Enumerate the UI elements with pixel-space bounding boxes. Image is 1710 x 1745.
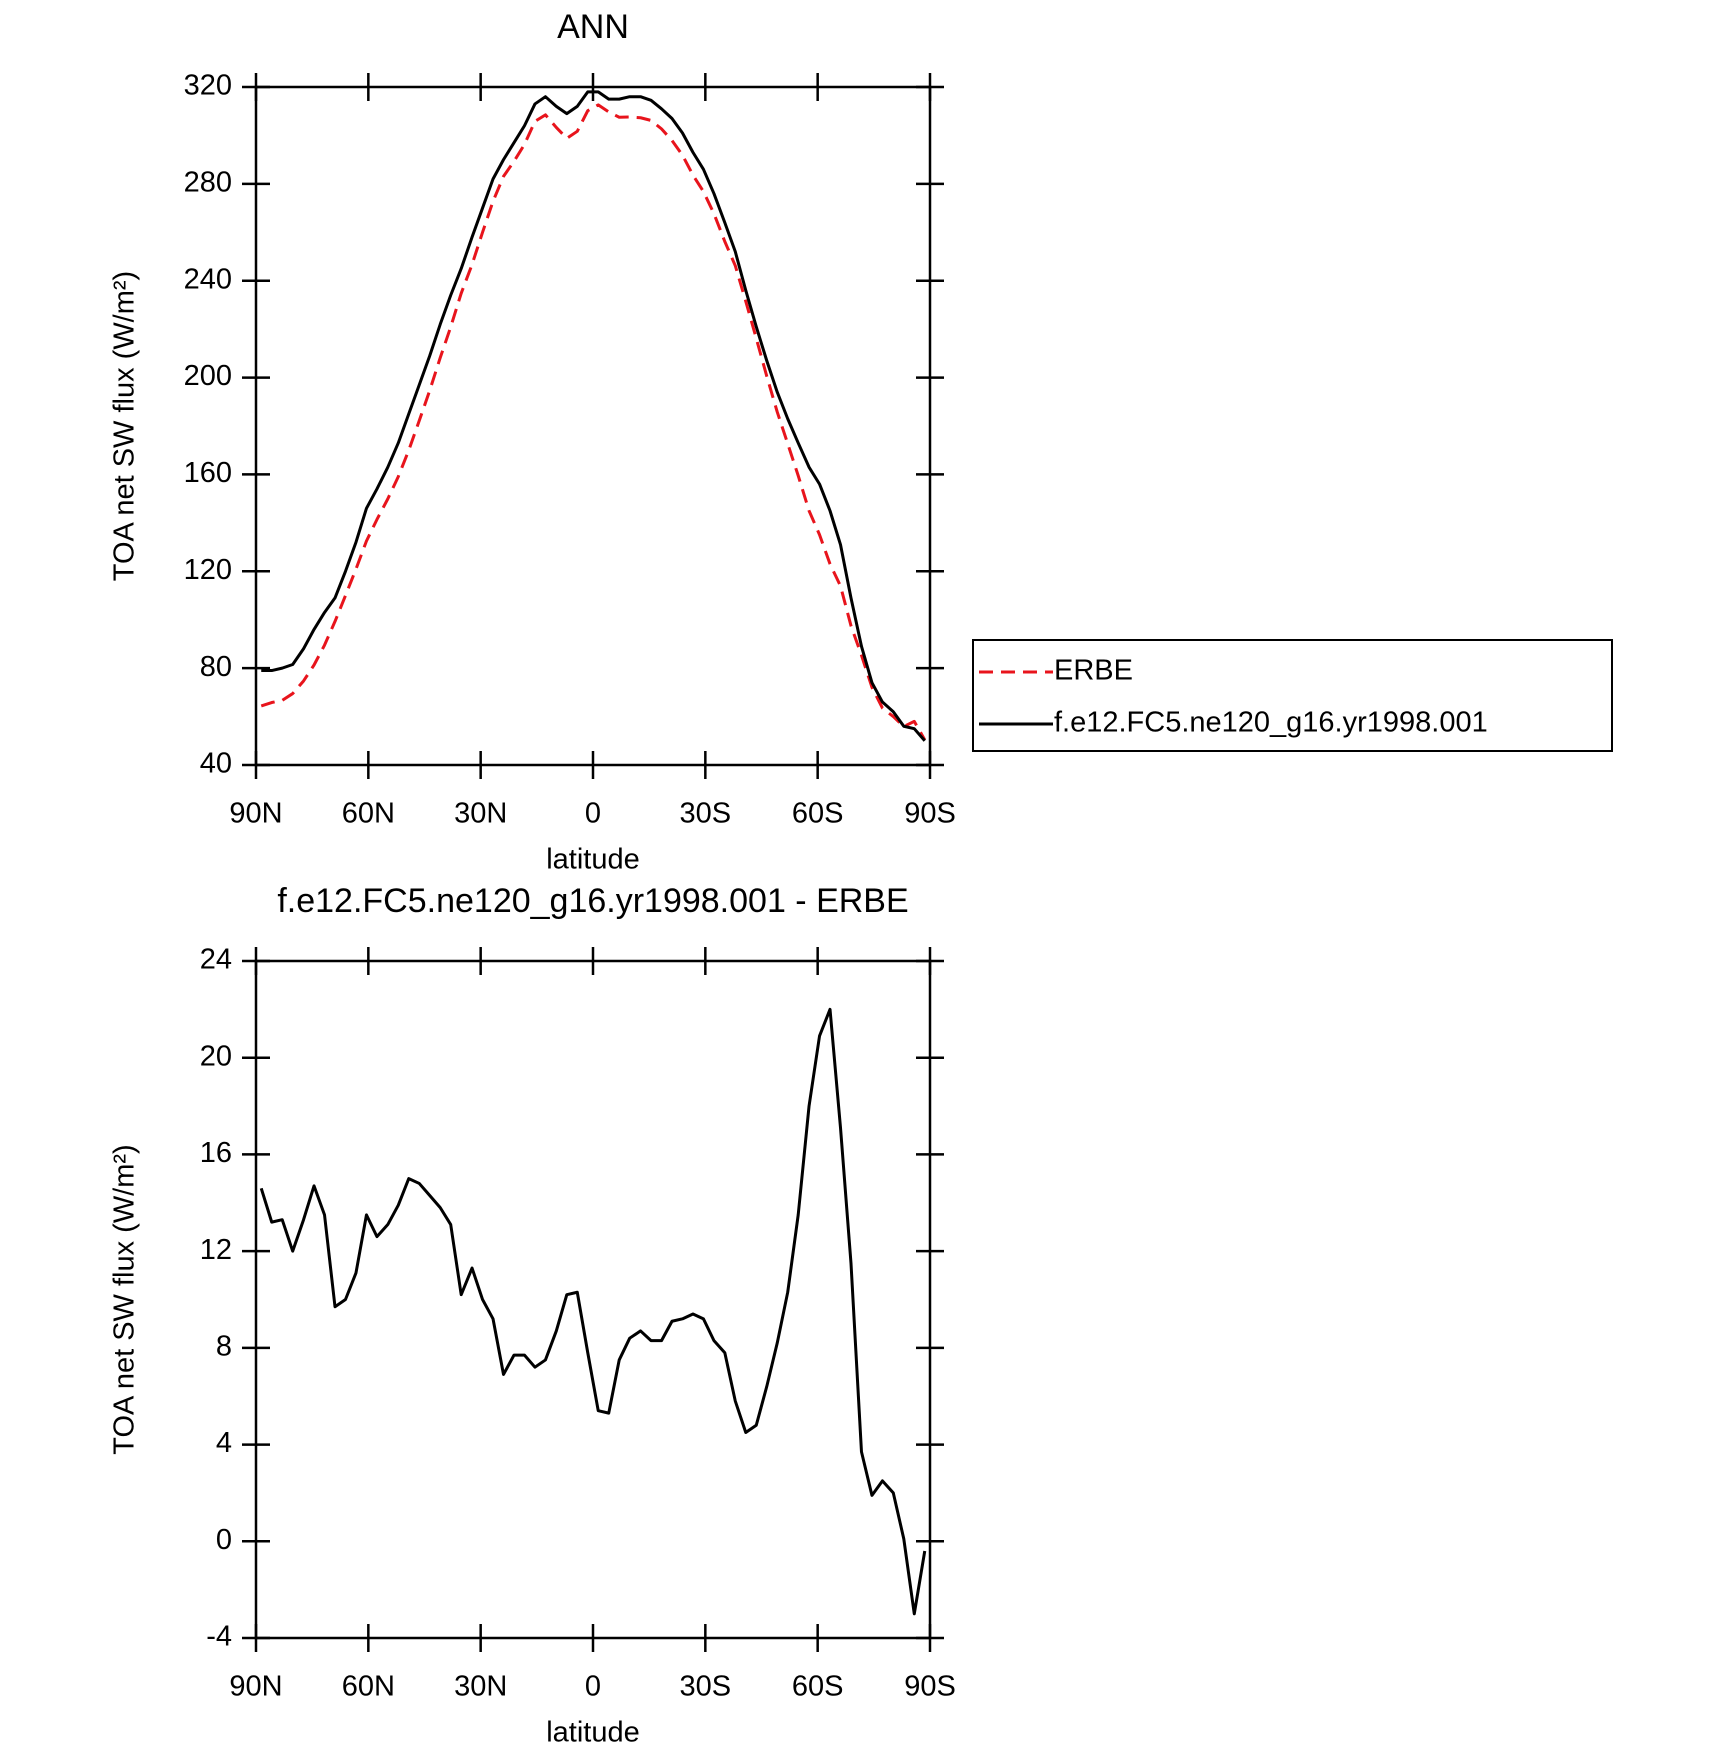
x-tick-label: 0 [585, 798, 601, 830]
x-tick-label: 90S [904, 798, 956, 830]
y-axis-label: TOA net SW flux (W/m²) [109, 271, 141, 581]
data-line [261, 90, 926, 742]
x-axis-label: latitude [546, 844, 640, 876]
chart-title: f.e12.FC5.ne120_g16.yr1998.001 - ERBE [277, 882, 908, 920]
y-axis-label: TOA net SW flux (W/m²) [109, 1144, 141, 1454]
y-tick-label: 320 [184, 70, 232, 102]
x-tick-label: 30N [454, 798, 507, 830]
y-tick-label: 280 [184, 167, 232, 199]
y-tick-label: 12 [200, 1234, 232, 1266]
x-tick-label: 60S [792, 798, 844, 830]
plot-frame [254, 959, 932, 1640]
x-tick-label: 30S [680, 1671, 732, 1703]
y-tick-label: 40 [200, 748, 232, 780]
x-tick-label: 30N [454, 1671, 507, 1703]
y-tick-label: 8 [216, 1331, 232, 1363]
x-tick-label: 60S [792, 1671, 844, 1703]
y-tick-label: 160 [184, 457, 232, 489]
legend-box [972, 639, 1613, 752]
y-tick-label: -4 [206, 1621, 232, 1653]
x-tick-label: 30S [680, 798, 732, 830]
data-line [259, 1007, 927, 1616]
y-tick-label: 0 [216, 1524, 232, 1556]
y-tick-label: 4 [216, 1427, 232, 1459]
x-tick-label: 60N [342, 798, 395, 830]
y-tick-label: 16 [200, 1137, 232, 1169]
y-tick-label: 20 [200, 1040, 232, 1072]
y-tick-label: 80 [200, 651, 232, 683]
x-tick-label: 90N [229, 1671, 282, 1703]
y-tick-label: 24 [200, 944, 232, 976]
plot-frame [254, 85, 932, 767]
x-tick-label: 0 [585, 1671, 601, 1703]
x-tick-label: 60N [342, 1671, 395, 1703]
y-tick-label: 200 [184, 360, 232, 392]
y-tick-label: 240 [184, 263, 232, 295]
x-tick-label: 90S [904, 1671, 956, 1703]
data-line [260, 103, 927, 741]
legend-label: ERBE [1054, 655, 1133, 687]
x-tick-label: 90N [229, 798, 282, 830]
chart-title: ANN [557, 8, 629, 46]
y-tick-label: 120 [184, 554, 232, 586]
x-axis-label: latitude [546, 1717, 640, 1745]
legend-label: f.e12.FC5.ne120_g16.yr1998.001 [1054, 707, 1488, 739]
